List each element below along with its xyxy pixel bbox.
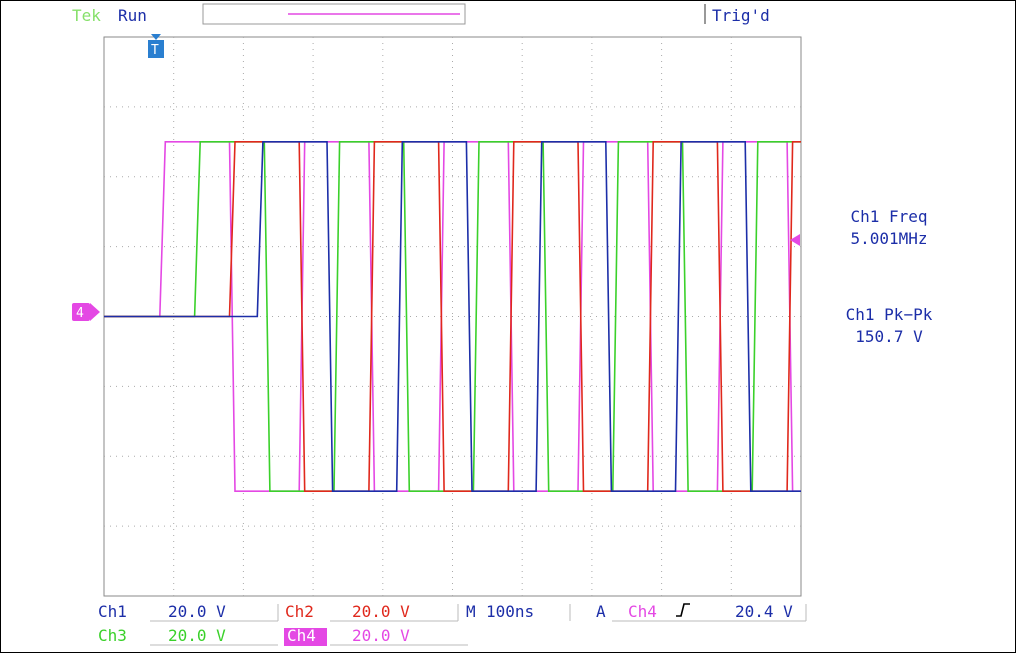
- ch4-ground-marker: 4: [72, 303, 100, 321]
- channel-readouts: Ch1 20.0 V Ch2 20.0 V Ch3 20.0 V Ch4 20.…: [98, 602, 468, 646]
- timebase-readout: M 100ns: [466, 602, 571, 621]
- trace-ch1: [104, 141, 801, 492]
- plot-area: [103, 36, 802, 597]
- timebase-value: 100ns: [486, 602, 534, 621]
- trace-ch3: [104, 141, 801, 492]
- rising-edge-icon: [676, 603, 690, 617]
- trace-ch2: [104, 141, 801, 492]
- measurement-1-label: Ch1 Freq: [850, 207, 927, 226]
- measurement-2-label: Ch1 Pk−Pk: [846, 305, 933, 324]
- measurement-2-value: 150.7 V: [855, 327, 923, 346]
- trigger-label: A: [596, 602, 606, 621]
- brand-label: Tek: [72, 6, 101, 25]
- trigger-marker: T: [148, 34, 164, 58]
- trigger-status: Trig'd: [712, 6, 770, 25]
- graticule-grid: [104, 37, 801, 596]
- ch1-scale: 20.0 V: [168, 602, 226, 621]
- timebase-label: M: [466, 602, 476, 621]
- trigger-level-arrow: [790, 234, 800, 246]
- ch2-label: Ch2: [285, 602, 314, 621]
- ch3-label: Ch3: [98, 626, 127, 645]
- ch4-scale: 20.0 V: [352, 626, 410, 645]
- record-view-box: [202, 3, 466, 25]
- waveform-traces: [104, 141, 801, 492]
- header-divider: [704, 4, 706, 24]
- ch2-scale: 20.0 V: [352, 602, 410, 621]
- ch4-label-bg: [284, 628, 327, 646]
- ch4-label: Ch4: [287, 626, 316, 645]
- trigger-level: 20.4 V: [735, 602, 793, 621]
- measurement-1-value: 5.001MHz: [850, 229, 927, 248]
- trigger-source: Ch4: [628, 602, 657, 621]
- ch1-label: Ch1: [98, 602, 127, 621]
- svg-text:4: 4: [76, 306, 84, 321]
- svg-text:T: T: [151, 43, 159, 58]
- trigger-readout: A Ch4 20.4 V: [596, 602, 807, 622]
- run-status: Run: [118, 6, 147, 25]
- ch3-scale: 20.0 V: [168, 626, 226, 645]
